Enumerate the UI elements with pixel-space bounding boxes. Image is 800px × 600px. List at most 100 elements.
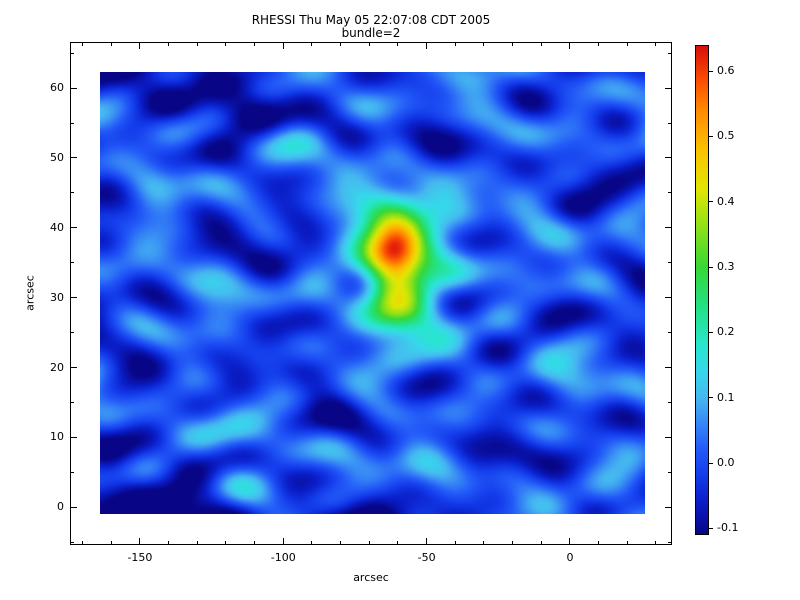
x-minor-tick-top: [540, 43, 542, 46]
x-minor-tick: [368, 541, 370, 544]
x-tick-top: [426, 43, 428, 49]
x-minor-tick-top: [254, 43, 256, 46]
y-minor-tick: [71, 122, 74, 124]
x-minor-tick-top: [82, 43, 84, 46]
x-minor-tick: [168, 541, 170, 544]
x-minor-tick-top: [196, 43, 198, 46]
x-minor-tick: [225, 541, 227, 544]
x-minor-tick: [626, 541, 628, 544]
x-minor-tick-top: [512, 43, 514, 46]
colorbar-tick-label: 0.4: [717, 194, 735, 208]
x-minor-tick-top: [311, 43, 313, 46]
x-minor-tick: [454, 541, 456, 544]
y-minor-tick-right: [668, 52, 671, 54]
x-minor-tick: [540, 541, 542, 544]
y-tick-right: [665, 297, 671, 299]
y-tick-label: 50: [50, 150, 64, 164]
x-minor-tick: [483, 541, 485, 544]
x-minor-tick-top: [168, 43, 170, 46]
y-tick-label: 60: [50, 81, 64, 95]
colorbar-tick-label: 0.3: [717, 260, 735, 274]
y-tick: [71, 87, 77, 89]
heatmap-canvas: [99, 72, 646, 515]
y-minor-tick: [71, 471, 74, 473]
x-minor-tick-top: [598, 43, 600, 46]
colorbar-tick: [709, 527, 713, 529]
y-minor-tick-right: [668, 471, 671, 473]
y-tick-label: 40: [50, 220, 64, 234]
y-minor-tick: [71, 332, 74, 334]
y-tick-right: [665, 87, 671, 89]
y-tick: [71, 157, 77, 159]
y-tick-right: [665, 506, 671, 508]
y-tick: [71, 227, 77, 229]
x-minor-tick-top: [655, 43, 657, 46]
x-axis-label: arcsec: [353, 571, 389, 584]
y-minor-tick: [71, 401, 74, 403]
y-tick-right: [665, 367, 671, 369]
y-minor-tick-right: [668, 192, 671, 194]
colorbar-tick: [709, 462, 713, 464]
colorbar-tick-label: 0.1: [717, 390, 735, 404]
x-minor-tick: [254, 541, 256, 544]
colorbar-tick: [709, 135, 713, 137]
colorbar-canvas: [696, 46, 708, 534]
y-tick: [71, 367, 77, 369]
y-minor-tick-right: [668, 262, 671, 264]
y-minor-tick-right: [668, 401, 671, 403]
x-tick-top: [139, 43, 141, 49]
x-minor-tick-top: [368, 43, 370, 46]
colorbar-tick-label: 0.6: [717, 64, 735, 78]
y-tick: [71, 297, 77, 299]
colorbar-tick: [709, 201, 713, 203]
x-minor-tick: [397, 541, 399, 544]
x-tick-top: [282, 43, 284, 49]
x-minor-tick-top: [340, 43, 342, 46]
y-tick-right: [665, 157, 671, 159]
colorbar-tick-label: 0.5: [717, 129, 735, 143]
x-minor-tick-top: [110, 43, 112, 46]
x-minor-tick: [340, 541, 342, 544]
y-minor-tick: [71, 52, 74, 54]
x-tick: [426, 538, 428, 544]
y-tick: [71, 436, 77, 438]
x-minor-tick-top: [225, 43, 227, 46]
plot-frame: [70, 42, 672, 545]
colorbar-tick-label: 0.2: [717, 325, 735, 339]
x-minor-tick-top: [626, 43, 628, 46]
x-tick: [569, 538, 571, 544]
colorbar-tick-label: 0.0: [717, 456, 735, 470]
y-minor-tick-right: [668, 541, 671, 543]
x-minor-tick: [311, 541, 313, 544]
colorbar-tick: [709, 397, 713, 399]
colorbar-tick: [709, 331, 713, 333]
y-tick-right: [665, 227, 671, 229]
y-tick-label: 20: [50, 360, 64, 374]
x-tick-label: -100: [270, 551, 296, 564]
y-tick: [71, 506, 77, 508]
colorbar: [695, 45, 709, 535]
colorbar-tick-label: -0.1: [717, 521, 739, 535]
title-block: RHESSI Thu May 05 22:07:08 CDT 2005 bund…: [70, 14, 672, 40]
y-tick-label: 0: [57, 500, 64, 514]
x-minor-tick: [82, 541, 84, 544]
y-tick-label: 30: [50, 290, 64, 304]
x-minor-tick-top: [397, 43, 399, 46]
x-tick-label: -50: [417, 551, 436, 564]
x-minor-tick-top: [483, 43, 485, 46]
chart-subtitle: bundle=2: [341, 26, 401, 40]
y-minor-tick-right: [668, 332, 671, 334]
y-minor-tick-right: [668, 122, 671, 124]
y-minor-tick: [71, 262, 74, 264]
colorbar-tick: [709, 70, 713, 72]
x-minor-tick: [598, 541, 600, 544]
x-minor-tick: [655, 541, 657, 544]
x-tick: [139, 538, 141, 544]
x-tick-label: 0: [566, 551, 574, 564]
y-minor-tick: [71, 192, 74, 194]
x-tick-label: -150: [127, 551, 153, 564]
x-tick-top: [569, 43, 571, 49]
x-minor-tick: [110, 541, 112, 544]
y-tick-label: 10: [50, 430, 64, 444]
